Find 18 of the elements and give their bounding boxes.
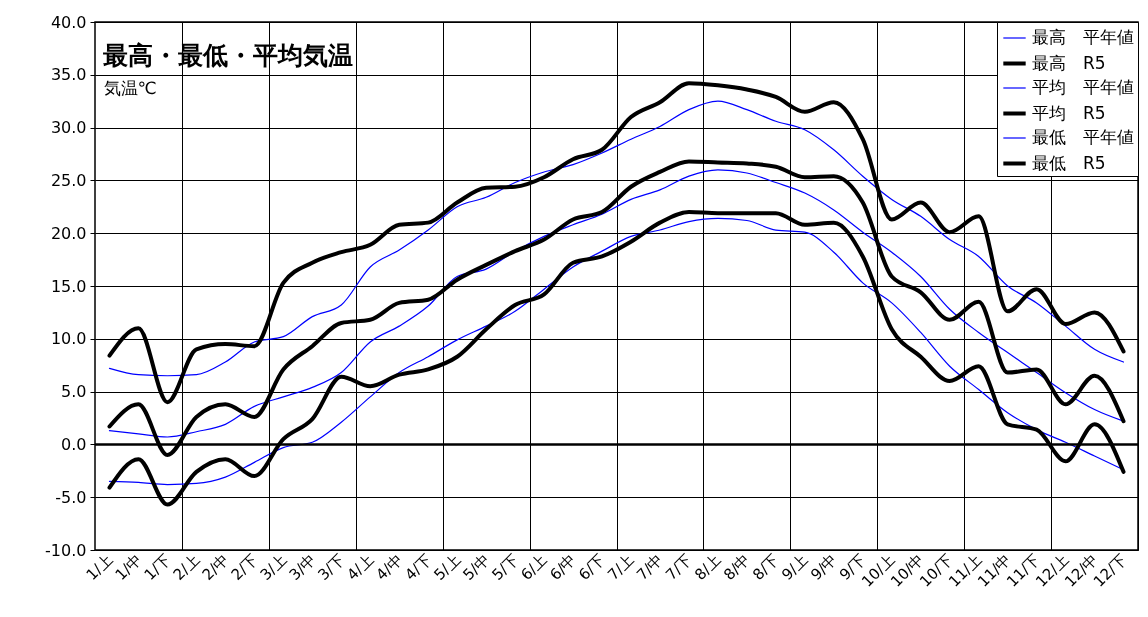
y-tick-label: 0.0 (61, 434, 87, 454)
y-axis-title: 気温℃ (103, 77, 157, 98)
y-tick-label: 15.0 (50, 276, 87, 296)
y-tick-label: 25.0 (50, 170, 87, 190)
y-tick-label: 5.0 (61, 382, 87, 402)
legend-label: 最低 R5 (1032, 152, 1106, 173)
y-tick-label: -10.0 (45, 540, 87, 560)
y-tick-label: 30.0 (50, 118, 87, 138)
y-tick-label: 35.0 (50, 65, 87, 85)
y-tick-label: 10.0 (50, 329, 87, 349)
legend-label: 平均 R5 (1032, 102, 1106, 123)
legend-label: 最低 平年値 (1032, 127, 1134, 147)
legend-label: 最高 R5 (1032, 52, 1106, 73)
legend-label: 平均 平年値 (1032, 77, 1134, 97)
y-tick-label: 40.0 (50, 12, 87, 32)
y-tick-label: -5.0 (55, 487, 87, 507)
y-tick-label: 20.0 (50, 223, 87, 243)
legend-label: 最高 平年値 (1032, 27, 1134, 47)
